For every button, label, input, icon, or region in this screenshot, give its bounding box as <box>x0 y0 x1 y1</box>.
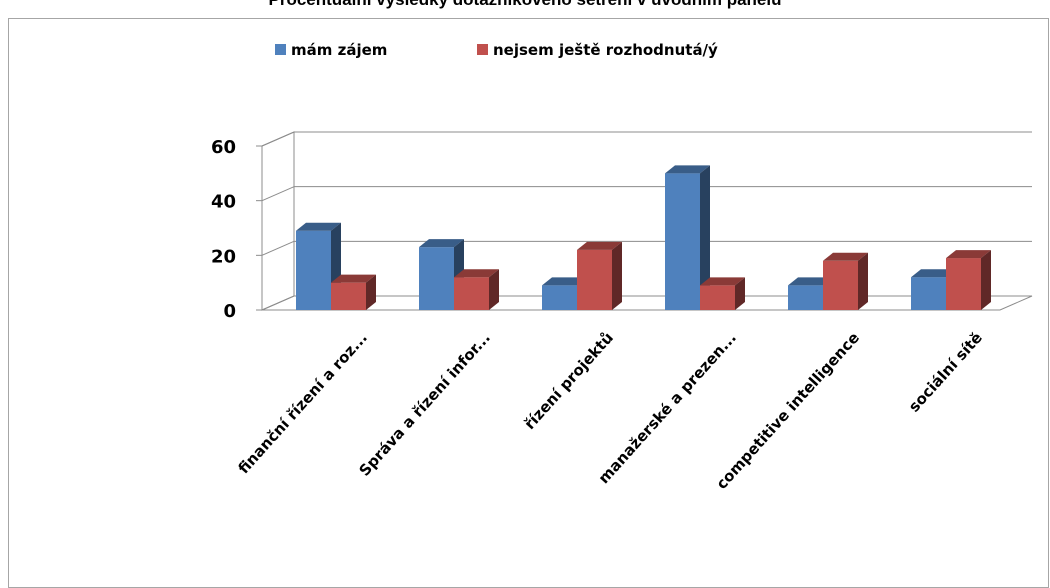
legend: mám zájem nejsem ještě rozhodnutá/ý <box>275 41 718 59</box>
y-tick-label: 60 <box>211 137 236 158</box>
x-tick-label: řízení projektů <box>521 329 617 433</box>
y-tick-label: 0 <box>223 301 236 322</box>
legend-swatch <box>477 44 488 55</box>
bar <box>454 269 499 310</box>
bar <box>700 277 745 310</box>
bar <box>331 274 376 310</box>
bars <box>296 165 991 310</box>
x-tick-label: sociální sítě <box>905 329 986 416</box>
gridline <box>261 131 295 147</box>
y-axis: 0 20 40 60 <box>211 137 263 322</box>
side-wall <box>261 131 295 311</box>
gridlines <box>261 131 1032 256</box>
bar <box>542 277 587 310</box>
y-tick-label: 20 <box>211 246 236 267</box>
bar <box>823 252 868 310</box>
y-tick-label: 40 <box>211 192 236 213</box>
x-tick-label: finanční řízení a roz... <box>235 329 371 478</box>
x-tick-label: competitive intelligence <box>713 329 863 493</box>
legend-label: mám zájem <box>291 41 387 59</box>
legend-label: nejsem ještě rozhodnutá/ý <box>493 41 718 59</box>
chart-title: Procentuální výsledky dotazníkového šetř… <box>0 0 1050 12</box>
gridline <box>261 186 295 202</box>
x-axis: finanční řízení a roz...Správa a řízení … <box>235 329 986 493</box>
bar <box>946 250 991 310</box>
x-tick-label: Správa a řízení infor... <box>355 329 494 480</box>
floor <box>261 295 1033 311</box>
bar <box>577 241 622 310</box>
legend-swatch <box>275 44 286 55</box>
x-tick-label: manažerské a prezen... <box>595 329 740 488</box>
gridline <box>261 240 295 256</box>
bar <box>296 222 341 310</box>
bar <box>665 165 710 310</box>
